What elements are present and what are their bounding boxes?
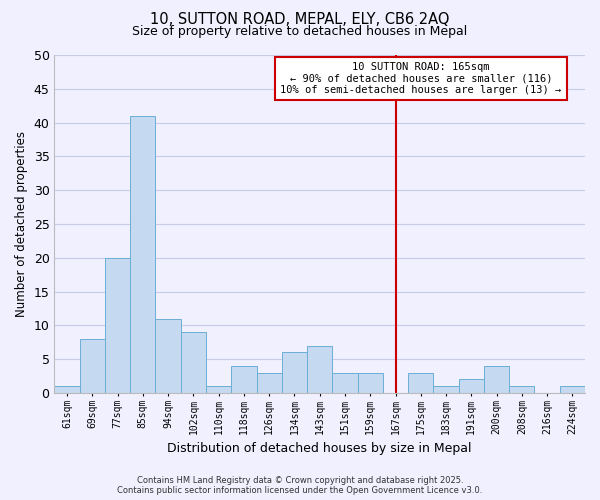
Y-axis label: Number of detached properties: Number of detached properties	[15, 131, 28, 317]
Bar	[80, 339, 105, 393]
Bar	[231, 366, 257, 393]
Bar	[130, 116, 155, 393]
Text: 10 SUTTON ROAD: 165sqm
← 90% of detached houses are smaller (116)
10% of semi-de: 10 SUTTON ROAD: 165sqm ← 90% of detached…	[280, 62, 562, 95]
Bar	[155, 318, 181, 393]
Bar	[433, 386, 458, 393]
Bar	[509, 386, 535, 393]
Bar	[206, 386, 231, 393]
Bar	[282, 352, 307, 393]
Bar	[458, 380, 484, 393]
Bar	[332, 372, 358, 393]
Bar	[484, 366, 509, 393]
Text: 10, SUTTON ROAD, MEPAL, ELY, CB6 2AQ: 10, SUTTON ROAD, MEPAL, ELY, CB6 2AQ	[150, 12, 450, 28]
Bar	[181, 332, 206, 393]
Bar	[560, 386, 585, 393]
Bar	[105, 258, 130, 393]
Bar	[408, 372, 433, 393]
Bar	[55, 386, 80, 393]
Text: Size of property relative to detached houses in Mepal: Size of property relative to detached ho…	[133, 25, 467, 38]
Bar	[257, 372, 282, 393]
X-axis label: Distribution of detached houses by size in Mepal: Distribution of detached houses by size …	[167, 442, 472, 455]
Bar	[307, 346, 332, 393]
Text: Contains HM Land Registry data © Crown copyright and database right 2025.
Contai: Contains HM Land Registry data © Crown c…	[118, 476, 482, 495]
Bar	[358, 372, 383, 393]
